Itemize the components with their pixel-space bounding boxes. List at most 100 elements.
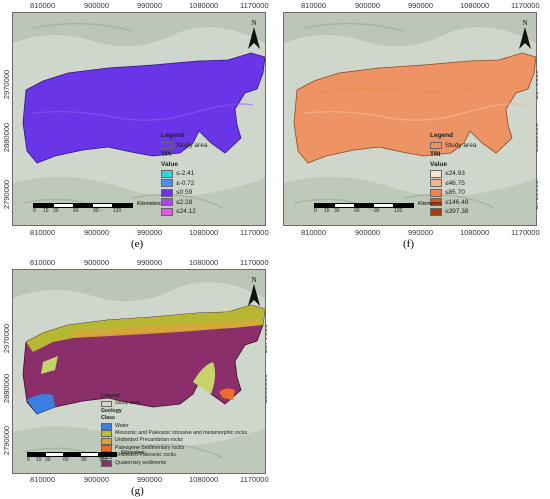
scale-bar: 0 15 30 60 90 120 Kilometers xyxy=(27,450,145,463)
legend-class: ≤46.75 xyxy=(430,179,476,189)
x-tick-bottom: 1080000 xyxy=(460,228,490,237)
legend-class: ≤-0.72 xyxy=(161,179,207,189)
north-arrow: N xyxy=(247,276,261,311)
y-tick-left: 2880000 xyxy=(2,122,12,153)
x-tick-bottom: 810000 xyxy=(30,475,56,484)
legend-class: ≤24.93 xyxy=(430,169,476,179)
x-tick-top: 1080000 xyxy=(189,1,219,10)
x-tick-bottom: 900000 xyxy=(84,475,110,484)
geology-paleogene xyxy=(219,388,235,400)
study-area-polygon xyxy=(22,52,265,164)
legend-class: ≤24.12 xyxy=(161,207,207,217)
north-arrow-icon xyxy=(248,284,260,306)
north-arrow: N xyxy=(518,19,532,54)
x-tick-top: 810000 xyxy=(301,1,327,10)
legend-class: Quaternary sediments xyxy=(101,460,247,467)
north-label: N xyxy=(251,19,257,27)
x-tick-bottom: 990000 xyxy=(137,228,163,237)
geology-water xyxy=(27,394,55,414)
legend-index: TPI xyxy=(161,151,172,158)
y-tick-left: 2790000 xyxy=(2,425,12,456)
map-frame: N Legend Study area Geology Class Water … xyxy=(12,269,266,474)
geology-paleozoic-patch xyxy=(41,356,58,374)
legend-study-area: Study area xyxy=(430,141,476,151)
legend: Legend Study area Geology Class Water Me… xyxy=(101,393,247,467)
scale-unit: Kilometers xyxy=(137,201,161,207)
legend-value-label: Value xyxy=(161,160,178,168)
x-tick-bottom: 1080000 xyxy=(189,475,219,484)
x-tick-bottom: 990000 xyxy=(408,228,434,237)
x-tick-top: 1170000 xyxy=(240,258,269,267)
y-tick-left: 2970000 xyxy=(2,323,12,354)
x-tick-top: 810000 xyxy=(30,1,56,10)
legend-class: ≤-2.41 xyxy=(161,169,207,179)
y-tick-left: 2790000 xyxy=(2,179,12,210)
panel-caption: (f) xyxy=(403,238,414,250)
north-label: N xyxy=(522,19,528,27)
x-tick-top: 1170000 xyxy=(511,1,540,10)
north-arrow: N xyxy=(247,19,261,54)
x-tick-top: 900000 xyxy=(84,258,110,267)
legend-class: ≤146.48 xyxy=(430,198,476,208)
x-tick-top: 1170000 xyxy=(240,1,269,10)
legend-index: Geology xyxy=(101,407,122,414)
terrain-basemap xyxy=(284,13,536,225)
legend: Legend Study area TRI Value ≤24.93 ≤46.7… xyxy=(430,131,476,217)
x-tick-top: 810000 xyxy=(30,258,56,267)
terrain-basemap xyxy=(13,270,265,473)
x-tick-top: 900000 xyxy=(84,1,110,10)
geology-precambrian-band xyxy=(73,318,259,338)
study-area-polygon xyxy=(293,52,536,164)
north-label: N xyxy=(251,276,257,284)
legend-class: ≤2.28 xyxy=(161,198,207,208)
y-tick-left: 2970000 xyxy=(2,69,12,100)
x-tick-bottom: 1170000 xyxy=(240,475,269,484)
x-tick-top: 1080000 xyxy=(189,258,219,267)
legend-index: TRI xyxy=(430,151,441,158)
legend-class: ≤0.59 xyxy=(161,188,207,198)
map-frame: N Legend Study area TRI Value ≤24.93 ≤46… xyxy=(283,12,537,226)
legend-value-label: Value xyxy=(430,160,447,168)
terrain-basemap xyxy=(13,13,265,225)
legend-title: Legend xyxy=(101,393,120,399)
scale-unit: Kilometers xyxy=(418,201,442,207)
legend-class: ≤85.70 xyxy=(430,188,476,198)
x-tick-bottom: 1170000 xyxy=(240,228,269,237)
x-tick-top: 900000 xyxy=(355,1,381,10)
scale-bar: 0 15 30 60 90 120 Kilometers xyxy=(314,201,442,214)
north-arrow-icon xyxy=(519,27,531,49)
x-tick-bottom: 900000 xyxy=(84,228,110,237)
legend-class: Paleogene Sedimentary rocks xyxy=(101,445,247,453)
geology-paleozoic-patch xyxy=(193,362,216,394)
x-tick-bottom: 1080000 xyxy=(189,228,219,237)
legend-class: Mesozoic and Paleozoic intrusive and met… xyxy=(101,430,247,438)
legend-study-area: Study area xyxy=(161,141,207,151)
scale-unit: Kilometers xyxy=(121,450,145,456)
x-tick-top: 990000 xyxy=(137,258,163,267)
map-panel-g: 810000 900000 990000 1080000 1170000 297… xyxy=(0,252,275,499)
legend-class: Water xyxy=(101,423,247,430)
map-panel-e: 810000 900000 990000 1080000 1170000 297… xyxy=(0,0,275,252)
x-tick-bottom: 990000 xyxy=(137,475,163,484)
x-tick-bottom: 810000 xyxy=(30,228,56,237)
map-frame: N Legend Study area TPI Value ≤-2.41 ≤-0… xyxy=(12,12,266,226)
legend-class: ≤397.38 xyxy=(430,207,476,217)
x-tick-top: 990000 xyxy=(137,1,163,10)
x-tick-bottom: 1170000 xyxy=(511,228,540,237)
legend-title: Legend xyxy=(430,132,454,139)
x-tick-top: 990000 xyxy=(408,1,434,10)
north-arrow-icon xyxy=(248,27,260,49)
panel-caption: (g) xyxy=(131,485,144,497)
legend-title: Legend xyxy=(161,132,185,139)
scale-bar: 0 15 30 60 90 120 Kilometers xyxy=(33,201,161,214)
legend: Legend Study area TPI Value ≤-2.41 ≤-0.7… xyxy=(161,131,207,217)
legend-study-area: Study area xyxy=(101,400,247,408)
x-tick-bottom: 900000 xyxy=(355,228,381,237)
panel-caption: (e) xyxy=(131,238,144,250)
map-panel-f: 810000 900000 990000 1080000 1170000 297… xyxy=(275,0,550,252)
legend-class: Undivided Precambrian rocks xyxy=(101,437,247,445)
legend-value-label: Class xyxy=(101,415,115,422)
x-tick-bottom: 810000 xyxy=(301,228,327,237)
y-tick-left: 2880000 xyxy=(2,373,12,404)
x-tick-top: 1080000 xyxy=(460,1,490,10)
